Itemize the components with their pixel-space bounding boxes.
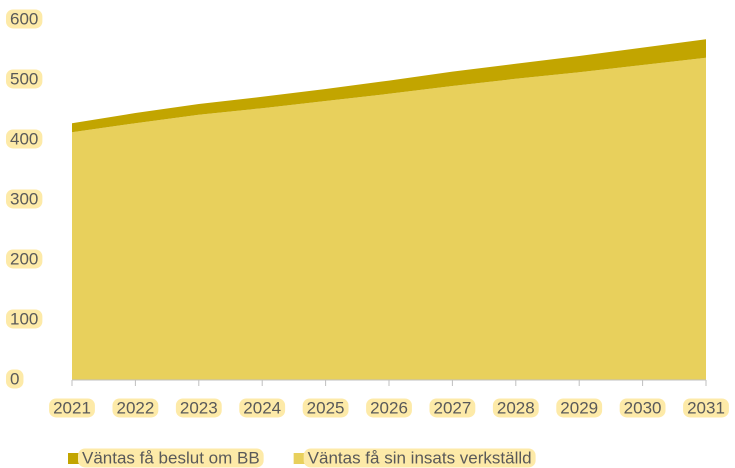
label-highlight bbox=[175, 398, 222, 418]
label-highlight bbox=[6, 189, 43, 209]
tick-label: 2025 bbox=[307, 398, 345, 417]
tick-label: 2030 bbox=[624, 398, 662, 417]
tick-label: 400 bbox=[10, 129, 38, 148]
label-highlight bbox=[683, 398, 729, 418]
label-highlight bbox=[366, 398, 412, 418]
tick-label: 2027 bbox=[433, 398, 471, 417]
label-highlight bbox=[49, 398, 95, 418]
label-highlight bbox=[6, 249, 43, 269]
tick-label: 500 bbox=[10, 69, 38, 88]
label-highlight bbox=[302, 398, 349, 418]
label-highlight bbox=[6, 369, 24, 389]
label-highlight bbox=[6, 129, 43, 149]
tick-label: 2026 bbox=[370, 398, 408, 417]
tick-label: 2022 bbox=[116, 398, 154, 417]
label-highlight bbox=[6, 9, 43, 29]
tick-label: 2028 bbox=[497, 398, 535, 417]
label-highlight bbox=[556, 398, 603, 418]
legend-swatch bbox=[293, 453, 305, 464]
label-highlight bbox=[6, 69, 43, 89]
tick-label: 2023 bbox=[180, 398, 218, 417]
label-highlight bbox=[78, 448, 264, 468]
label-highlight bbox=[303, 448, 536, 468]
label-highlight bbox=[492, 398, 539, 418]
legend-swatch bbox=[68, 453, 79, 464]
label-highlight bbox=[112, 398, 159, 418]
area bbox=[72, 39, 706, 133]
tick-label: 2031 bbox=[687, 398, 725, 417]
tick-label: 2021 bbox=[53, 398, 91, 417]
tick-label: 600 bbox=[10, 9, 38, 28]
label-highlight bbox=[239, 398, 286, 418]
label-highlight bbox=[429, 398, 476, 418]
tick-label: 2029 bbox=[560, 398, 598, 417]
label-highlight bbox=[619, 398, 666, 418]
tick-label: 200 bbox=[10, 249, 38, 268]
tick-label: 0 bbox=[10, 369, 19, 388]
tick-label: 100 bbox=[10, 309, 38, 328]
tick-label: 2024 bbox=[243, 398, 281, 417]
area bbox=[72, 57, 706, 381]
legend-label: Väntas få sin insats verkställd bbox=[308, 448, 532, 467]
legend-label: Väntas få beslut om BB bbox=[82, 448, 260, 467]
tick-label: 300 bbox=[10, 189, 38, 208]
label-highlight bbox=[6, 309, 43, 329]
